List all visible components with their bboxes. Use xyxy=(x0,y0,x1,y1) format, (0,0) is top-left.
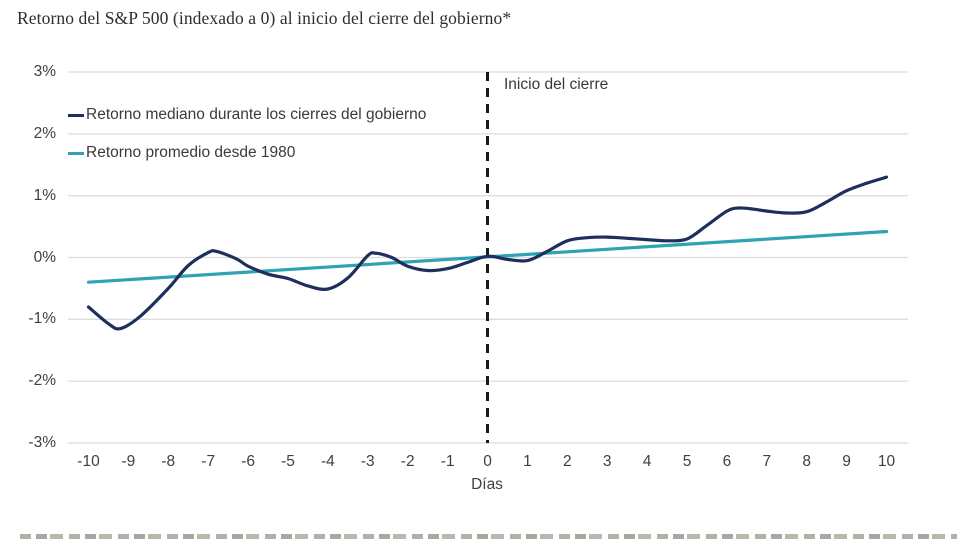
y-tick-label: -2% xyxy=(28,372,56,390)
x-tick-label: -6 xyxy=(241,453,255,470)
y-tick-label: 3% xyxy=(33,63,56,80)
y-tick-label: 0% xyxy=(33,248,56,266)
x-axis-label: Días xyxy=(471,476,503,493)
vline-annotation: Inicio del cierre xyxy=(504,76,609,93)
legend-swatch-median-line xyxy=(68,113,84,117)
x-tick-label: -8 xyxy=(161,453,176,470)
chart-title: Retorno del S&P 500 (indexado a 0) al in… xyxy=(17,8,512,28)
series-line-0 xyxy=(86,175,889,331)
x-tick-label: 0 xyxy=(483,453,492,470)
x-tick-label: 3 xyxy=(602,453,612,470)
legend-swatch-average-line xyxy=(68,151,84,155)
y-tick-label: -3% xyxy=(28,433,56,451)
legend-label-median: Retorno mediano durante los cierres del … xyxy=(86,106,427,123)
legend: Retorno mediano durante los cierres del … xyxy=(68,103,426,179)
x-tick-label: -2 xyxy=(400,453,415,470)
x-tick-label: 10 xyxy=(877,453,896,470)
x-tick-label: -1 xyxy=(440,453,455,470)
x-tick-label: -3 xyxy=(360,453,375,470)
x-tick-label: -4 xyxy=(320,453,335,470)
y-tick-label: 1% xyxy=(33,186,56,204)
x-tick-label: 6 xyxy=(722,453,732,470)
clipped-footnote-strip xyxy=(20,534,957,539)
x-tick-label: -5 xyxy=(281,453,295,470)
x-tick-label: 7 xyxy=(762,453,772,470)
x-tick-label: 4 xyxy=(642,453,652,470)
legend-item-average: Retorno promedio desde 1980 xyxy=(68,141,426,165)
x-tick-label: -10 xyxy=(77,453,100,470)
legend-label-average: Retorno promedio desde 1980 xyxy=(86,144,296,161)
x-tick-label: 8 xyxy=(802,453,811,470)
y-tick-label: -1% xyxy=(28,310,56,328)
x-tick-label: 2 xyxy=(562,453,572,470)
x-tick-label: 1 xyxy=(523,453,532,470)
x-tick-label: -9 xyxy=(121,453,136,470)
x-tick-label: 9 xyxy=(842,453,851,470)
legend-item-median: Retorno mediano durante los cierres del … xyxy=(68,103,426,127)
x-tick-label: 5 xyxy=(682,453,692,470)
y-tick-label: 2% xyxy=(33,124,56,142)
x-tick-label: -7 xyxy=(201,453,216,470)
